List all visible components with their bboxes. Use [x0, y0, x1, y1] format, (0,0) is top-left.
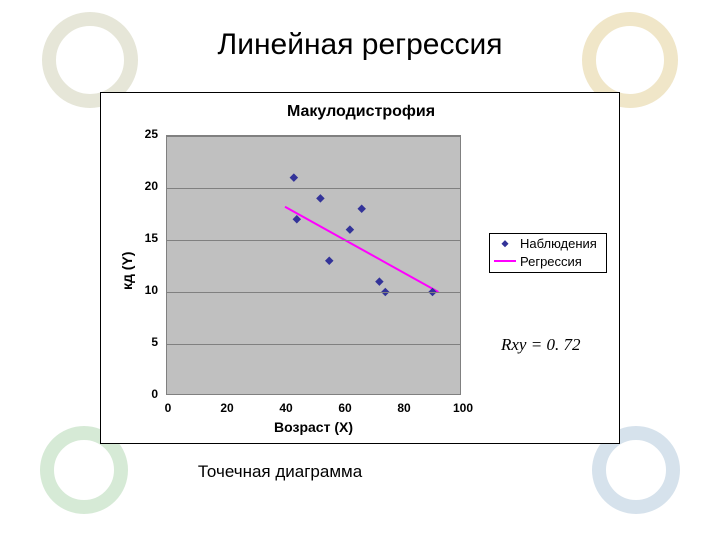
chart-container: Макулодистрофия 0510152025 020406080100 … — [100, 92, 620, 444]
y-tick-label: 20 — [145, 179, 158, 193]
gridline — [167, 188, 460, 189]
y-tick-label: 25 — [145, 127, 158, 141]
gridline — [167, 240, 460, 241]
scatter-point — [293, 215, 301, 223]
chart-title: Макулодистрофия — [101, 103, 621, 121]
legend-label: Регрессия — [520, 254, 582, 269]
y-tick-label: 0 — [151, 387, 158, 401]
y-tick-label: 5 — [151, 335, 158, 349]
x-tick-label: 60 — [333, 401, 357, 415]
plot-area — [166, 135, 461, 395]
scatter-point — [290, 173, 298, 181]
legend-item-regression: Регрессия — [490, 252, 606, 270]
legend-item-observations: Наблюдения — [490, 234, 606, 252]
scatter-point — [316, 194, 324, 202]
gridline — [167, 344, 460, 345]
diamond-icon — [494, 238, 516, 248]
line-icon — [494, 260, 516, 262]
scatter-point — [325, 257, 333, 265]
scatter-point — [375, 277, 383, 285]
scatter-point — [346, 225, 354, 233]
scatter-point — [357, 205, 365, 213]
page-title: Линейная регрессия — [0, 28, 720, 62]
gridline — [167, 292, 460, 293]
x-tick-label: 20 — [215, 401, 239, 415]
scatter-svg — [167, 136, 462, 396]
gridline — [167, 136, 460, 137]
y-tick-label: 10 — [145, 283, 158, 297]
x-tick-label: 0 — [156, 401, 180, 415]
y-tick-label: 15 — [145, 231, 158, 245]
x-tick-label: 40 — [274, 401, 298, 415]
legend: Наблюдения Регрессия — [489, 233, 607, 273]
x-axis-label: Возраст (X) — [166, 419, 461, 435]
x-tick-label: 80 — [392, 401, 416, 415]
legend-label: Наблюдения — [520, 236, 597, 251]
chart-caption: Точечная диаграмма — [100, 462, 460, 482]
correlation-annotation: Rxy = 0. 72 — [501, 335, 580, 355]
x-tick-label: 100 — [451, 401, 475, 415]
regression-line — [285, 207, 438, 292]
y-axis-label: кд (Y) — [119, 252, 135, 290]
